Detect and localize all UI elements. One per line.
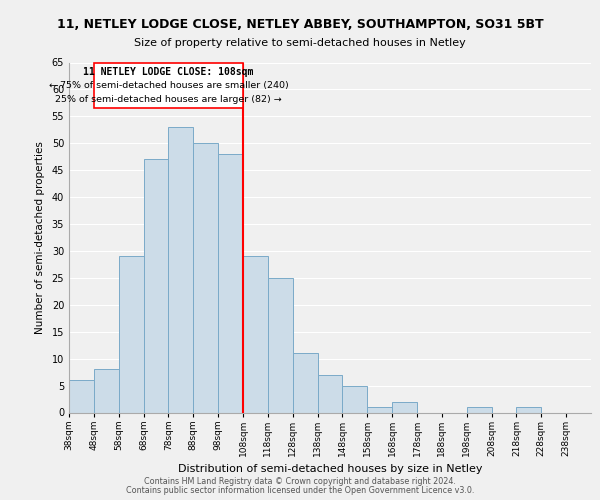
Bar bbox=[293, 354, 317, 412]
Bar bbox=[392, 402, 417, 412]
Text: Contains public sector information licensed under the Open Government Licence v3: Contains public sector information licen… bbox=[126, 486, 474, 495]
Text: 25% of semi-detached houses are larger (82) →: 25% of semi-detached houses are larger (… bbox=[55, 94, 282, 104]
Text: 11 NETLEY LODGE CLOSE: 108sqm: 11 NETLEY LODGE CLOSE: 108sqm bbox=[83, 67, 254, 77]
Bar bbox=[317, 375, 343, 412]
Text: Size of property relative to semi-detached houses in Netley: Size of property relative to semi-detach… bbox=[134, 38, 466, 48]
Bar bbox=[243, 256, 268, 412]
Bar bbox=[367, 407, 392, 412]
FancyBboxPatch shape bbox=[94, 62, 243, 108]
Text: Contains HM Land Registry data © Crown copyright and database right 2024.: Contains HM Land Registry data © Crown c… bbox=[144, 477, 456, 486]
X-axis label: Distribution of semi-detached houses by size in Netley: Distribution of semi-detached houses by … bbox=[178, 464, 482, 474]
Bar bbox=[119, 256, 143, 412]
Bar bbox=[143, 160, 169, 412]
Bar bbox=[517, 407, 541, 412]
Bar bbox=[169, 127, 193, 412]
Bar bbox=[467, 407, 491, 412]
Text: ← 75% of semi-detached houses are smaller (240): ← 75% of semi-detached houses are smalle… bbox=[49, 80, 289, 90]
Bar bbox=[268, 278, 293, 412]
Bar bbox=[193, 144, 218, 412]
Bar bbox=[94, 370, 119, 412]
Text: 11, NETLEY LODGE CLOSE, NETLEY ABBEY, SOUTHAMPTON, SO31 5BT: 11, NETLEY LODGE CLOSE, NETLEY ABBEY, SO… bbox=[56, 18, 544, 30]
Bar bbox=[69, 380, 94, 412]
Bar bbox=[218, 154, 243, 412]
Y-axis label: Number of semi-detached properties: Number of semi-detached properties bbox=[35, 141, 44, 334]
Bar bbox=[343, 386, 367, 412]
